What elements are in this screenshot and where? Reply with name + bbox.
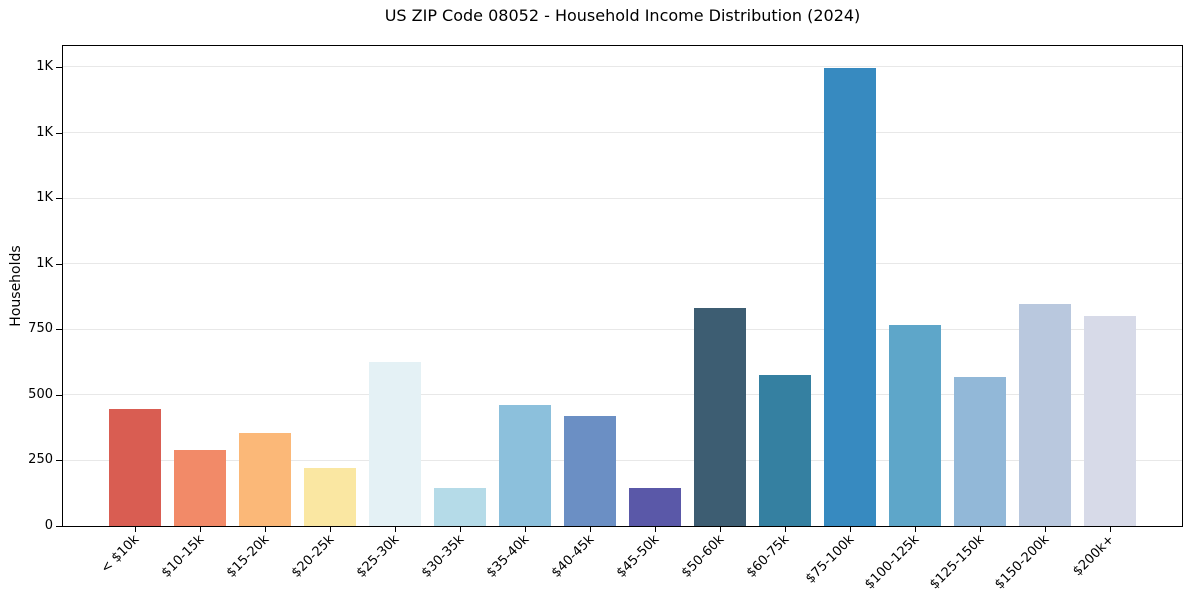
x-tick-mark — [980, 527, 981, 532]
x-tick-mark — [1110, 527, 1111, 532]
bar — [824, 68, 876, 526]
x-tick-mark — [655, 527, 656, 532]
bar — [889, 325, 941, 526]
gridline — [63, 132, 1182, 134]
gridline — [63, 197, 1182, 199]
y-tick-label: 250 — [28, 452, 53, 468]
y-tick-mark — [56, 198, 62, 200]
bar — [564, 415, 616, 526]
x-tick-mark — [395, 527, 396, 532]
y-tick-mark — [56, 526, 62, 527]
bar — [759, 375, 811, 526]
y-tick-mark — [56, 460, 62, 462]
gridline — [63, 394, 1182, 396]
bar — [304, 468, 356, 526]
y-tick-label: 1K — [36, 58, 53, 74]
gridline — [63, 263, 1182, 265]
bar — [174, 449, 226, 526]
gridline — [63, 328, 1182, 330]
y-tick-label: 1K — [36, 255, 53, 271]
x-tick-mark — [850, 527, 851, 532]
bar — [954, 376, 1006, 526]
y-tick-mark — [56, 329, 62, 331]
plot-area — [62, 45, 1183, 527]
bar — [434, 487, 486, 526]
gridline — [63, 66, 1182, 68]
bar — [694, 308, 746, 526]
y-tick-label: 500 — [28, 386, 53, 402]
x-tick-mark — [330, 527, 331, 532]
x-tick-mark — [135, 527, 136, 532]
x-tick-mark — [460, 527, 461, 532]
y-tick-mark — [56, 66, 62, 68]
x-tick-mark — [1045, 527, 1046, 532]
x-tick-mark — [590, 527, 591, 532]
y-tick-label: 1K — [36, 124, 53, 140]
bar — [239, 432, 291, 526]
y-tick-label: 750 — [28, 321, 53, 337]
y-tick-mark — [56, 263, 62, 265]
bar — [369, 362, 421, 526]
bar — [1019, 304, 1071, 526]
bar — [1084, 316, 1136, 526]
x-tick-mark — [785, 527, 786, 532]
x-tick-label: < $10k — [98, 532, 143, 577]
x-tick-mark — [525, 527, 526, 532]
x-tick-mark — [265, 527, 266, 532]
y-tick-label: 0 — [44, 518, 53, 533]
gridline — [63, 459, 1182, 461]
bar — [629, 487, 681, 526]
x-tick-mark — [720, 527, 721, 532]
bar — [109, 409, 161, 526]
y-tick-mark — [56, 394, 62, 396]
y-tick-label: 1K — [36, 190, 53, 206]
y-tick-mark — [56, 132, 62, 134]
chart-title: US ZIP Code 08052 - Household Income Dis… — [384, 6, 861, 25]
bar — [499, 405, 551, 526]
x-tick-mark — [200, 527, 201, 532]
x-tick-mark — [915, 527, 916, 532]
